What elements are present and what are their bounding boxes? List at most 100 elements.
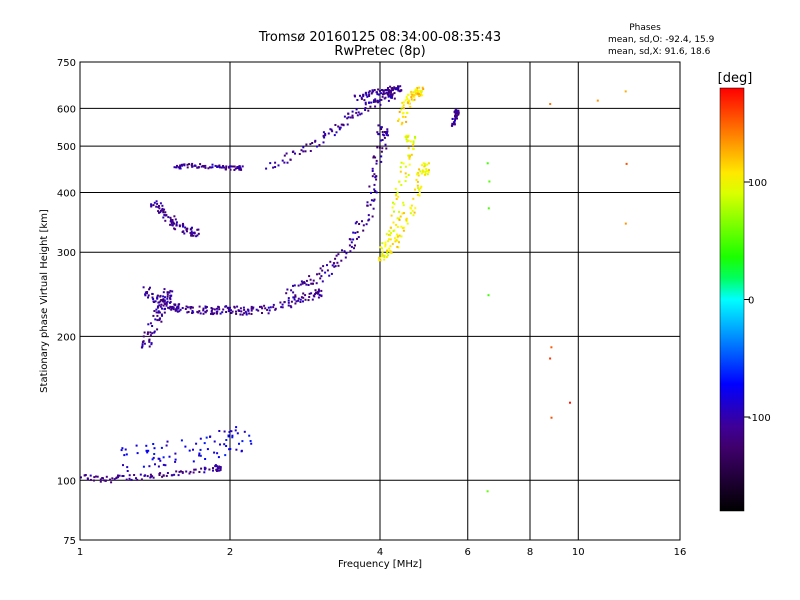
data-point [223, 430, 226, 433]
data-point [199, 437, 202, 440]
data-point [396, 217, 399, 220]
data-point [379, 103, 382, 106]
data-point [396, 191, 399, 194]
data-point [388, 249, 391, 252]
data-point [228, 448, 231, 451]
data-point [204, 306, 207, 309]
data-point [397, 235, 399, 238]
data-point [415, 178, 418, 181]
data-point [272, 303, 275, 306]
data-point [199, 448, 202, 451]
data-point [340, 123, 343, 126]
data-point [410, 96, 413, 99]
data-point [326, 269, 329, 272]
data-point [151, 458, 154, 461]
data-point [157, 305, 159, 308]
data-point [330, 128, 333, 131]
data-point [372, 155, 375, 158]
data-point [235, 426, 238, 429]
data-point [317, 288, 320, 291]
data-point [311, 282, 314, 285]
data-point [274, 161, 277, 164]
data-point [147, 294, 150, 297]
data-point [381, 95, 384, 98]
data-point [152, 298, 155, 300]
data-point [299, 283, 302, 286]
data-point [227, 310, 230, 313]
data-point [194, 164, 197, 167]
data-point [122, 464, 124, 467]
data-point [154, 318, 157, 321]
data-point [186, 163, 189, 166]
data-point [121, 447, 124, 450]
data-point [596, 99, 599, 102]
data-point [249, 440, 252, 442]
data-point [143, 331, 146, 334]
data-point [230, 312, 233, 314]
data-point [320, 294, 323, 297]
data-point [148, 465, 151, 468]
data-point [289, 158, 292, 161]
data-point [375, 91, 378, 94]
data-point [235, 448, 238, 451]
data-point [228, 166, 230, 169]
data-point [457, 112, 460, 115]
data-point [307, 299, 310, 302]
data-point [125, 453, 128, 456]
data-point [379, 99, 382, 102]
data-point [402, 101, 405, 104]
data-point [370, 92, 373, 95]
data-point [189, 470, 192, 473]
data-point [372, 101, 375, 103]
x-tick-label: 1 [77, 547, 83, 558]
data-point [219, 468, 222, 471]
data-point [118, 474, 121, 477]
data-point [192, 471, 195, 474]
data-point [283, 161, 286, 164]
data-point [243, 308, 246, 311]
data-point [205, 309, 208, 312]
data-point [414, 188, 416, 191]
data-point [550, 416, 553, 419]
data-point [214, 164, 217, 167]
data-point [105, 475, 108, 478]
data-point [170, 306, 172, 308]
data-point [212, 469, 214, 472]
data-point [314, 293, 316, 296]
data-point [387, 91, 390, 93]
data-point [371, 175, 374, 178]
data-point [174, 218, 177, 221]
data-point [145, 449, 148, 452]
stats-heading: Phases [629, 23, 661, 33]
data-point [397, 85, 399, 88]
data-point [371, 170, 374, 172]
data-point [384, 243, 387, 246]
data-point [301, 282, 304, 285]
data-point [356, 114, 359, 117]
data-point [294, 294, 297, 297]
data-point [96, 475, 99, 478]
data-point [147, 296, 149, 299]
data-point [411, 99, 414, 102]
data-point [357, 111, 360, 114]
data-point [625, 162, 628, 165]
data-point [395, 194, 398, 197]
data-point [334, 265, 337, 268]
data-point [404, 99, 407, 102]
data-point [404, 172, 407, 175]
data-point [277, 164, 280, 167]
data-point [388, 230, 391, 233]
data-point [142, 286, 145, 289]
data-point [213, 451, 216, 454]
data-point [407, 154, 410, 157]
data-point [360, 112, 363, 115]
data-point [146, 291, 149, 293]
data-point [111, 477, 114, 480]
data-point [346, 123, 349, 126]
data-point [308, 275, 311, 278]
data-point [192, 448, 194, 451]
data-point [161, 208, 164, 211]
data-point [355, 220, 358, 223]
data-point [425, 168, 428, 170]
data-point [155, 200, 158, 203]
